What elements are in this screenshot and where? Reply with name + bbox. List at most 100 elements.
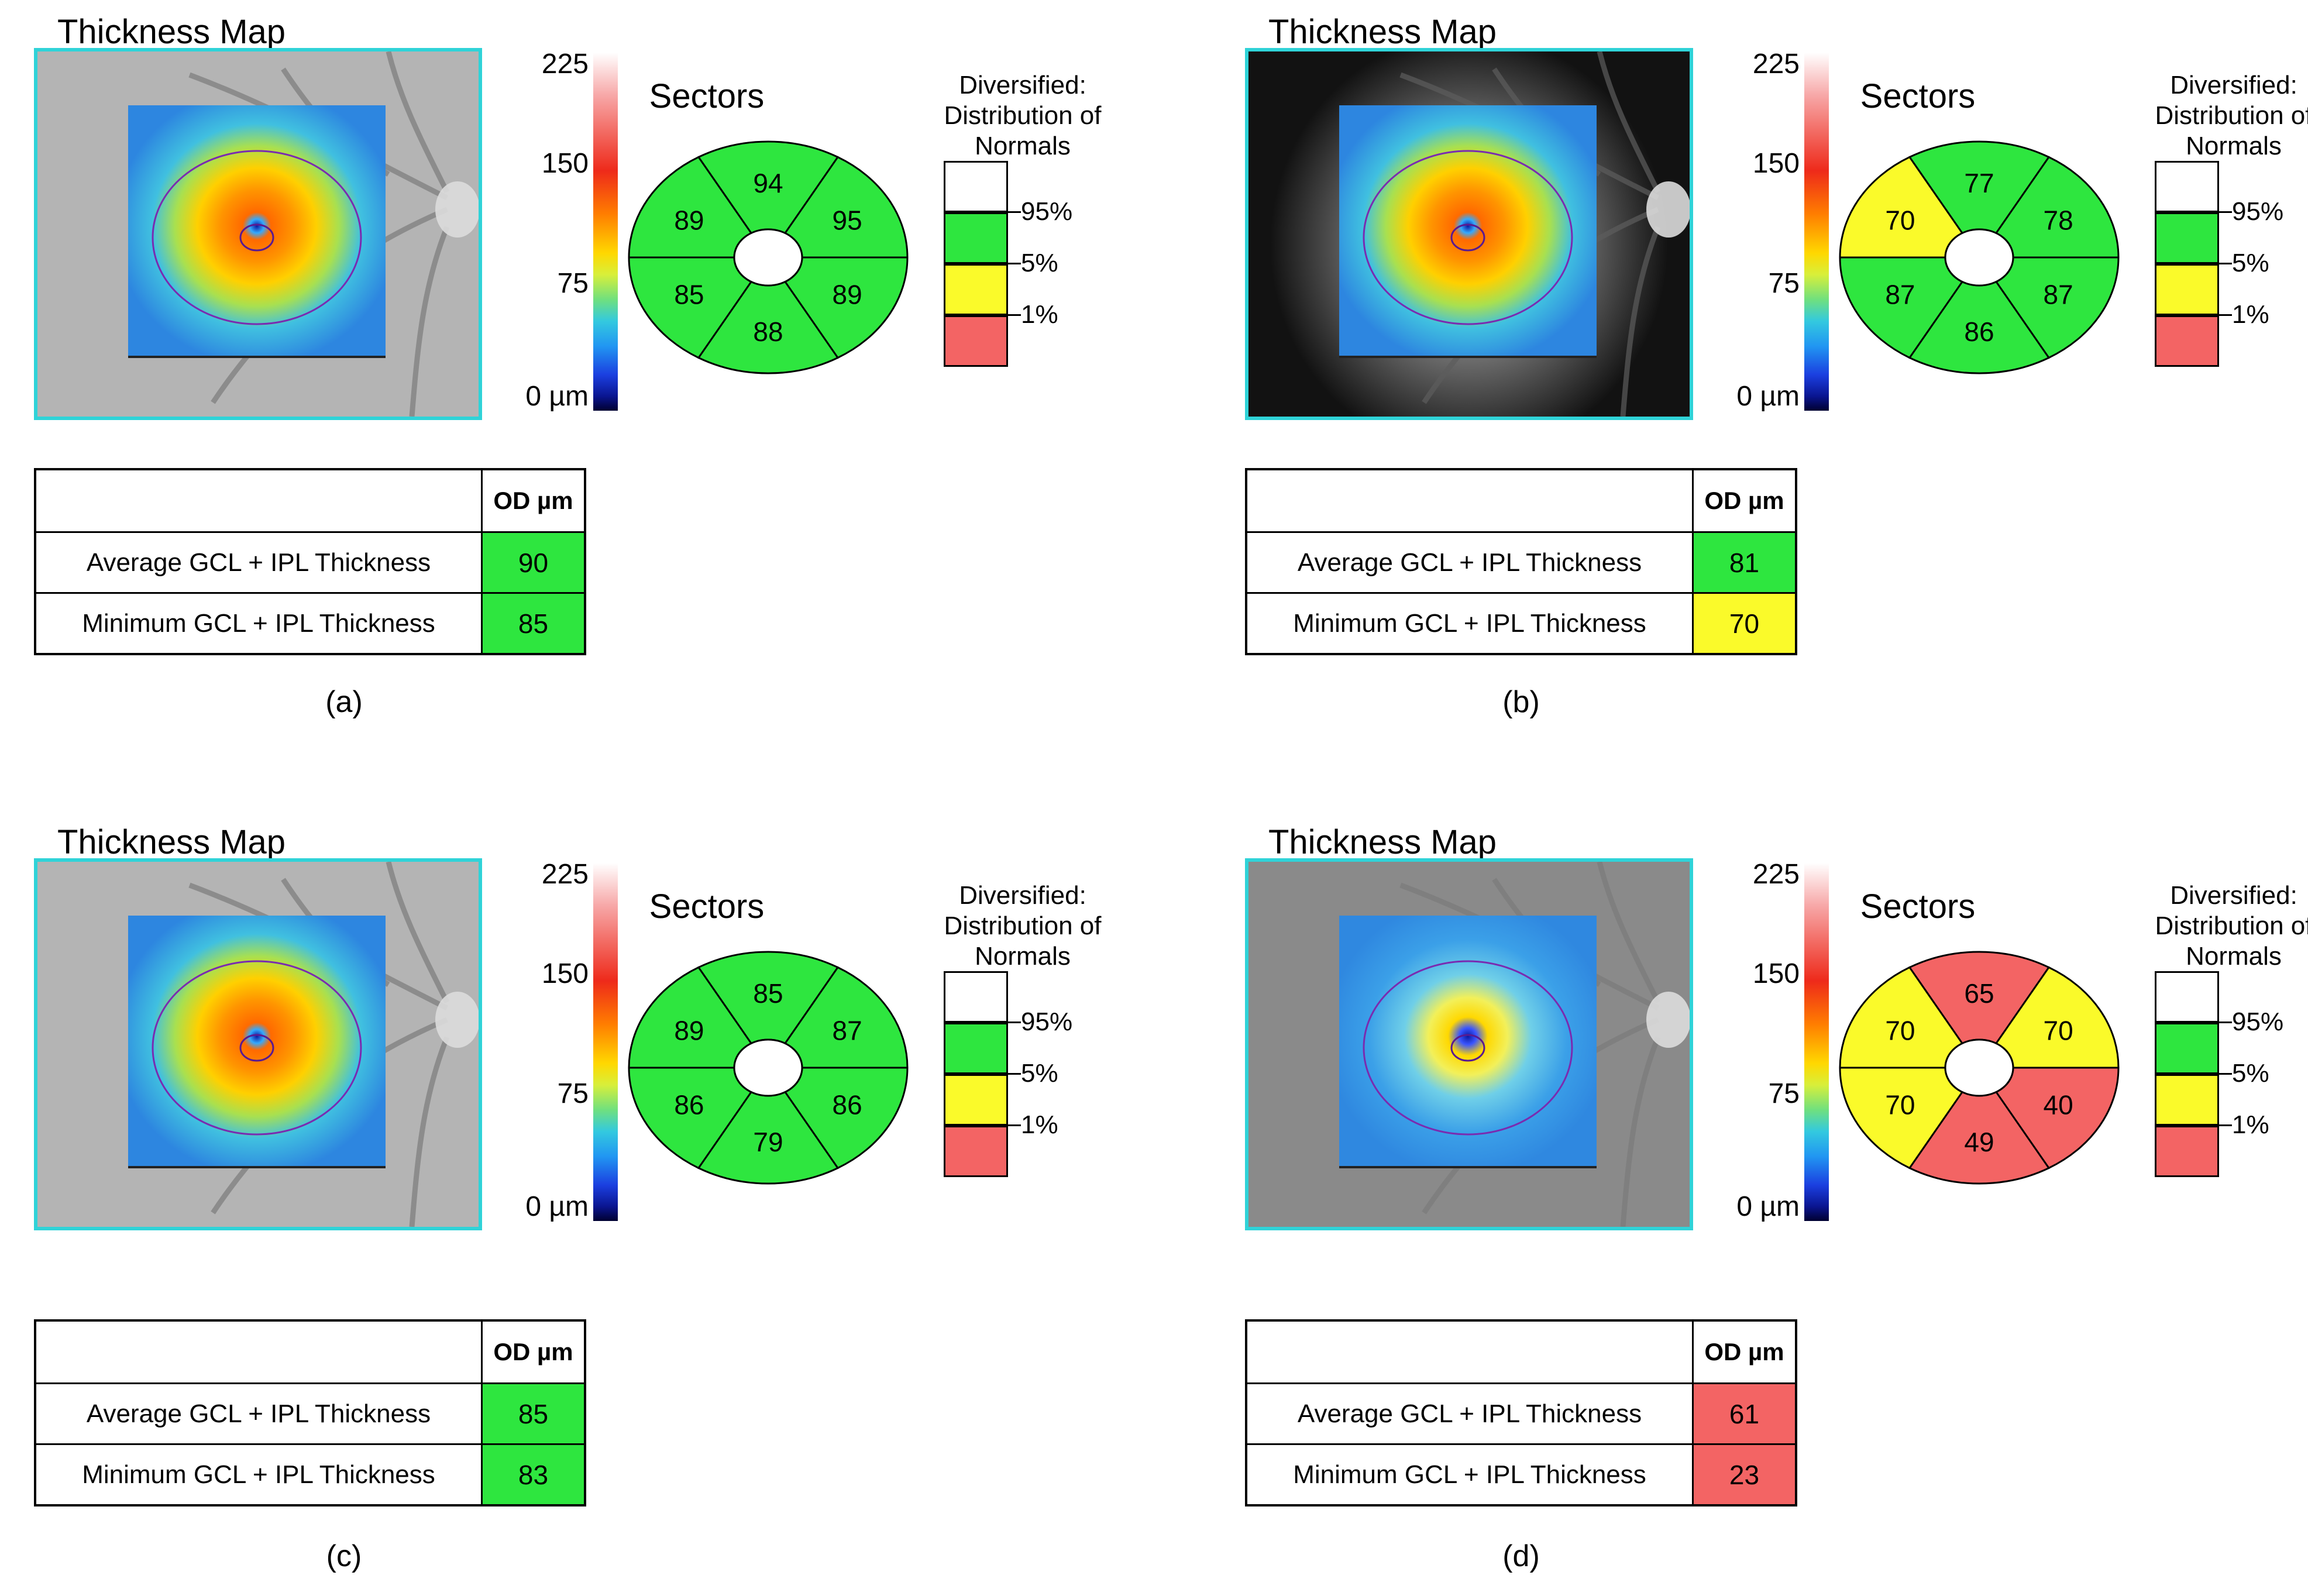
table-header-od: OD µm — [481, 470, 584, 531]
row-value-average: 85 — [481, 1384, 584, 1443]
legend-tick — [2219, 263, 2232, 264]
panel-caption: (d) — [1502, 1539, 1540, 1573]
thickness-map-image — [1245, 48, 1693, 420]
fundus-photo — [37, 862, 479, 1227]
panel-caption: (a) — [325, 685, 363, 719]
table-row: Minimum GCL + IPL Thickness 23 — [1247, 1443, 1795, 1504]
table-row: Average GCL + IPL Thickness 81 — [1247, 531, 1795, 592]
panel-title: Thickness Map — [57, 823, 286, 861]
sector-value-superior: 85 — [753, 978, 783, 1009]
table-row: Average GCL + IPL Thickness 85 — [36, 1382, 584, 1443]
legend-tick — [1008, 1073, 1021, 1075]
sector-value-superotemporal: 89 — [674, 1016, 704, 1046]
legend-swatch-borderline — [2155, 264, 2219, 315]
legend-tick — [2219, 211, 2232, 213]
scale-label-high: 150 — [1752, 958, 1800, 989]
legend-label-95: 95% — [2232, 197, 2284, 226]
legend-swatch-abnormal — [944, 1126, 1008, 1177]
thickness-map-image — [34, 858, 482, 1230]
normative-legend: 95% 5% 1% — [2155, 971, 2283, 1182]
sector-value-inferotemporal: 87 — [1885, 280, 1915, 310]
row-value-average: 90 — [481, 533, 584, 592]
row-label-average: Average GCL + IPL Thickness — [1297, 1399, 1642, 1428]
scale-label-max: 225 — [541, 49, 589, 80]
row-label-minimum: Minimum GCL + IPL Thickness — [82, 1460, 435, 1489]
sectors-title: Sectors — [1860, 888, 1976, 926]
panel-title: Thickness Map — [1268, 823, 1497, 861]
scale-label-mid: 75 — [1768, 268, 1800, 299]
row-value-average: 81 — [1692, 533, 1795, 592]
thickness-report-panel-d: Thickness Map 225 150 75 0 µm Sectors 65… — [1245, 822, 2308, 1588]
scale-gradient-bar — [593, 53, 618, 411]
row-label-minimum: Minimum GCL + IPL Thickness — [82, 608, 435, 638]
legend-swatch-abnormal — [944, 315, 1008, 367]
sector-value-inferotemporal: 85 — [674, 280, 704, 310]
thickness-map-image — [1245, 858, 1693, 1230]
fundus-photo — [1248, 51, 1690, 417]
thickness-table: OD µm Average GCL + IPL Thickness 61 Min… — [1245, 1319, 1797, 1506]
legend-label-95: 95% — [1021, 1007, 1073, 1036]
sector-value-superonasal: 87 — [833, 1016, 862, 1046]
row-value-minimum: 85 — [481, 594, 584, 653]
legend-swatch-above — [944, 971, 1008, 1023]
sector-value-superonasal: 95 — [833, 205, 862, 236]
sector-value-inferotemporal: 70 — [1885, 1090, 1915, 1120]
sector-value-superotemporal: 70 — [1885, 205, 1915, 236]
row-value-minimum: 83 — [481, 1445, 584, 1504]
legend-tick — [1008, 314, 1021, 316]
table-header-od: OD µm — [481, 1322, 584, 1382]
thickness-color-scale: 225 150 75 0 µm — [1701, 48, 1830, 420]
scale-label-zero: 0 µm — [525, 381, 589, 412]
legend-tick — [2219, 314, 2232, 316]
fovea-center — [733, 228, 803, 287]
sector-value-inferonasal: 40 — [2044, 1090, 2073, 1120]
legend-label-5: 5% — [1021, 249, 1058, 277]
fovea-center — [1944, 228, 2014, 287]
sectors-chart: 65 70 40 49 70 70 — [1836, 948, 2123, 1188]
scale-label-high: 150 — [541, 958, 589, 989]
sector-value-superior: 65 — [1964, 978, 1994, 1009]
fovea-center — [1944, 1038, 2014, 1097]
legend-swatch-abnormal — [2155, 1126, 2219, 1177]
sector-value-inferonasal: 87 — [2044, 280, 2073, 310]
legend-tick — [1008, 1124, 1021, 1126]
scale-label-max: 225 — [1752, 49, 1800, 80]
row-value-average: 61 — [1692, 1384, 1795, 1443]
thickness-color-scale: 225 150 75 0 µm — [490, 858, 619, 1230]
legend-tick — [1008, 263, 1021, 264]
sectors-chart: 77 78 87 86 87 70 — [1836, 137, 2123, 377]
sectors-title: Sectors — [1860, 77, 1976, 115]
sectors-title: Sectors — [649, 888, 765, 926]
scale-label-zero: 0 µm — [1736, 381, 1800, 412]
row-value-minimum: 70 — [1692, 594, 1795, 653]
table-row: Minimum GCL + IPL Thickness 70 — [1247, 592, 1795, 653]
thickness-table: OD µm Average GCL + IPL Thickness 90 Min… — [34, 468, 586, 655]
normative-legend: 95% 5% 1% — [944, 161, 1072, 372]
legend-title: Diversified: Distribution of Normals — [2155, 71, 2308, 160]
legend-tick — [1008, 1021, 1021, 1023]
legend-swatch-abnormal — [2155, 315, 2219, 367]
panel-title: Thickness Map — [57, 13, 286, 51]
legend-label-5: 5% — [1021, 1059, 1058, 1088]
legend-swatch-normal — [2155, 212, 2219, 264]
scale-gradient-bar — [1804, 53, 1829, 411]
legend-tick — [2219, 1021, 2232, 1023]
scale-label-mid: 75 — [557, 268, 589, 299]
sector-value-superior: 77 — [1964, 168, 1994, 198]
thickness-report-panel-b: Thickness Map 225 150 75 0 µm Sectors 77… — [1245, 12, 2308, 778]
legend-tick — [2219, 1124, 2232, 1126]
thickness-color-scale: 225 150 75 0 µm — [1701, 858, 1830, 1230]
thickness-report-panel-c: Thickness Map 225 150 75 0 µm Sectors 85… — [34, 822, 1181, 1588]
scale-gradient-bar — [593, 863, 618, 1221]
fovea-center — [733, 1038, 803, 1097]
legend-label-95: 95% — [2232, 1007, 2284, 1036]
normative-legend: 95% 5% 1% — [944, 971, 1072, 1182]
row-label-average: Average GCL + IPL Thickness — [86, 548, 431, 577]
legend-label-1: 1% — [1021, 1110, 1058, 1139]
sectors-title: Sectors — [649, 77, 765, 115]
thickness-report-panel-a: Thickness Map 225 150 75 0 µm Sectors 94… — [34, 12, 1181, 778]
sector-value-superior: 94 — [753, 168, 783, 198]
thickness-map-image — [34, 48, 482, 420]
table-header-od: OD µm — [1692, 1322, 1795, 1382]
sector-value-inferior: 49 — [1964, 1127, 1994, 1157]
